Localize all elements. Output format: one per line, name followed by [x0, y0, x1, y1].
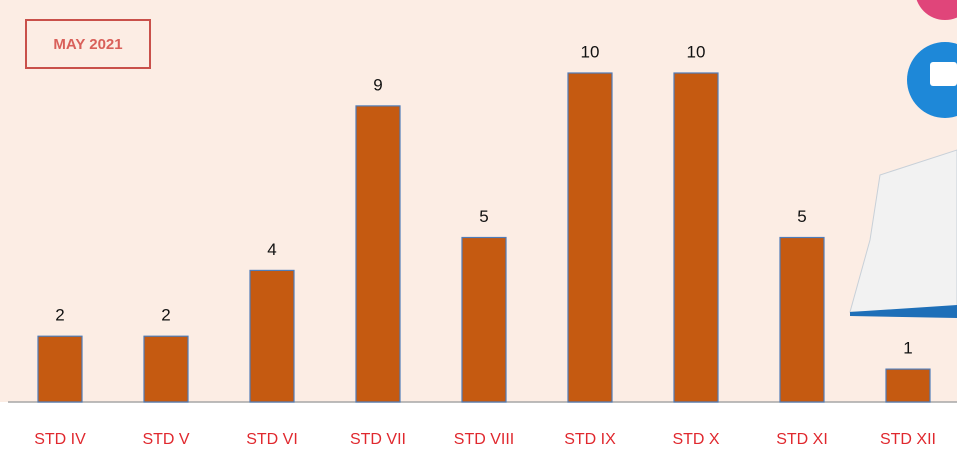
bar [567, 72, 613, 403]
x-tick-label: STD IV [34, 431, 86, 448]
computer-screen [930, 62, 957, 86]
data-label: 2 [161, 306, 170, 325]
data-label: 4 [267, 240, 276, 259]
data-label: 10 [581, 42, 600, 61]
chart-title: MAY 2021 [53, 36, 122, 53]
bar [143, 335, 189, 403]
bar [885, 368, 931, 403]
x-tick-label: STD VII [350, 431, 406, 448]
bar [249, 269, 295, 403]
bar [673, 72, 719, 403]
x-tick-label: STD V [142, 431, 189, 448]
x-tick-label: STD XII [880, 431, 936, 448]
bar [779, 236, 825, 403]
x-tick-label: STD X [672, 431, 719, 448]
book-cover [850, 305, 957, 318]
bar [355, 105, 401, 403]
data-label: 5 [479, 207, 488, 226]
x-tick-label: STD VIII [454, 431, 514, 448]
title-box [25, 19, 151, 69]
data-label: 5 [797, 207, 806, 226]
data-label: 10 [687, 42, 706, 61]
x-tick-label: STD IX [564, 431, 616, 448]
data-label: 2 [55, 306, 64, 325]
bar [461, 236, 507, 403]
x-tick-label: STD VI [246, 431, 298, 448]
decor-circle [916, 0, 957, 20]
data-label: 1 [903, 339, 912, 358]
data-label: 9 [373, 75, 382, 94]
x-tick-label: STD XI [776, 431, 828, 448]
bar [37, 335, 83, 403]
